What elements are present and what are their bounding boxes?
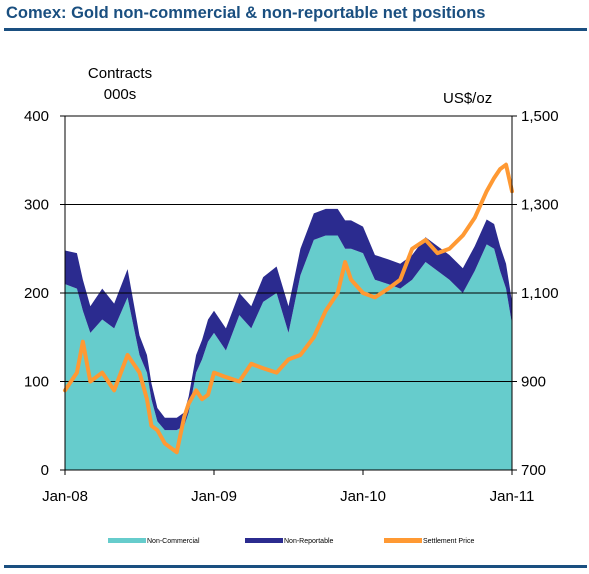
right-tick-label: 900 — [521, 374, 546, 391]
left-axis-unit-label: Contracts — [88, 65, 152, 82]
legend-label: Non-Commercial — [147, 538, 200, 545]
left-tick-label: 100 — [24, 374, 49, 391]
x-tick-label: Jan-08 — [42, 488, 88, 505]
series-area-non-commercial — [65, 235, 512, 470]
x-tick-label: Jan-09 — [191, 488, 237, 505]
series-line-settlement-price — [63, 162, 514, 455]
left-tick-label: 400 — [24, 108, 49, 125]
left-tick-label: 200 — [24, 285, 49, 302]
left-axis-unit-label: 000s — [104, 86, 137, 103]
legend-swatch — [108, 538, 146, 543]
right-axis-unit-label: US$/oz — [443, 90, 492, 107]
legend-swatch — [245, 538, 283, 543]
series-area-non-reportable — [65, 208, 512, 431]
x-tick-label: Jan-10 — [340, 488, 386, 505]
title-divider — [4, 28, 587, 31]
chart-title: Comex: Gold non-commercial & non-reporta… — [6, 4, 486, 22]
legend-swatch — [384, 538, 422, 543]
x-tick-label: Jan-11 — [490, 488, 535, 505]
right-tick-label: 1,300 — [521, 197, 559, 214]
bottom-divider — [4, 565, 587, 568]
right-tick-label: 1,100 — [521, 285, 559, 302]
left-tick-label: 0 — [41, 462, 49, 479]
legend-label: Settlement Price — [423, 538, 474, 545]
right-tick-label: 1,500 — [521, 108, 559, 125]
left-tick-label: 300 — [24, 197, 49, 214]
legend-label: Non-Reportable — [284, 538, 334, 545]
right-tick-label: 700 — [521, 462, 546, 479]
